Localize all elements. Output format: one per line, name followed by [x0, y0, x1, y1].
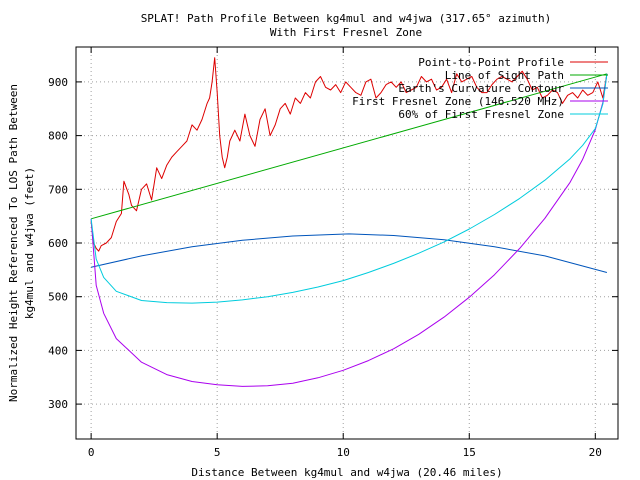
x-tick-label: 5 — [214, 446, 221, 459]
y-tick-label: 400 — [48, 344, 68, 357]
y-axis-label-line2: kg4mul and w4jwa (feet) — [23, 167, 36, 319]
x-tick-label: 15 — [463, 446, 476, 459]
plot-series — [90, 57, 608, 387]
axis-ticks: 300 400 500 600 700 800 900 0 5 10 15 20 — [48, 47, 618, 459]
series-line-2 — [90, 233, 608, 273]
x-axis-label: Distance Between kg4mul and w4jwa (20.46… — [191, 466, 502, 479]
series-line-0 — [90, 57, 608, 252]
legend-label: First Fresnel Zone (146.520 MHz) — [352, 95, 564, 108]
series-line-4 — [90, 73, 608, 304]
y-tick-label: 900 — [48, 76, 68, 89]
series-line-1 — [90, 73, 608, 220]
x-tick-label: 20 — [589, 446, 602, 459]
chart-subtitle: With First Fresnel Zone — [270, 26, 422, 39]
series-line-3 — [90, 73, 608, 387]
x-tick-label: 0 — [88, 446, 95, 459]
legend-label: 60% of First Fresnel Zone — [398, 108, 564, 121]
y-axis-label-line1: Normalized Height Referenced To LOS Path… — [7, 84, 20, 402]
legend-label: Point-to-Point Profile — [418, 56, 564, 69]
chart-title: SPLAT! Path Profile Between kg4mul and w… — [141, 12, 552, 25]
x-tick-label: 10 — [337, 446, 350, 459]
y-tick-label: 700 — [48, 183, 68, 196]
legend-label: Line of Sight Path — [445, 69, 564, 82]
y-tick-label: 600 — [48, 237, 68, 250]
legend-label: Earth's Curvature Contour — [398, 82, 564, 95]
y-tick-label: 800 — [48, 130, 68, 143]
y-tick-label: 500 — [48, 291, 68, 304]
y-tick-label: 300 — [48, 398, 68, 411]
